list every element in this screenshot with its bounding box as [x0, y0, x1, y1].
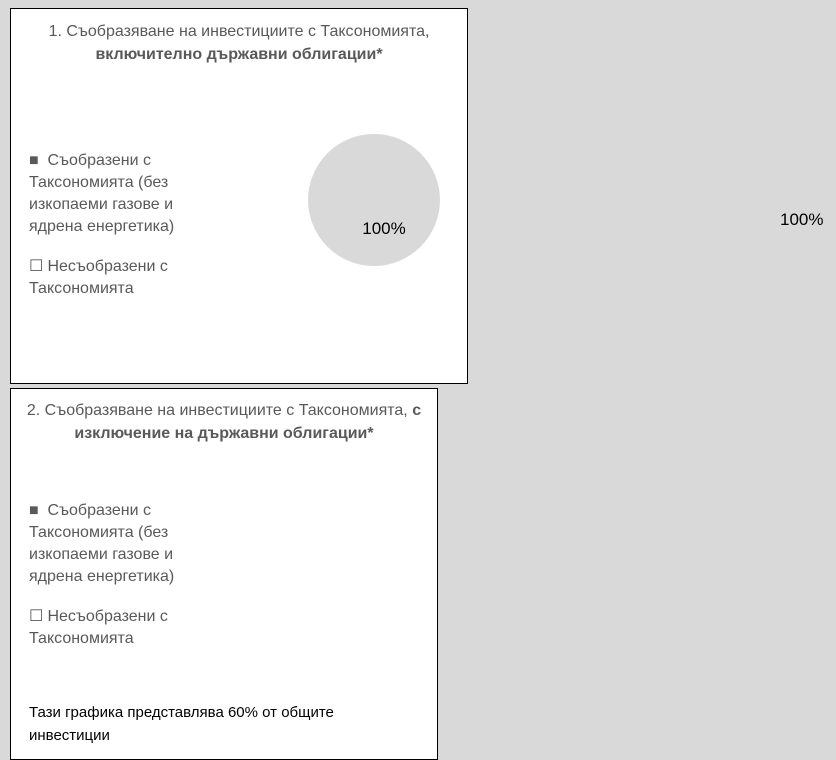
- chart-title-1-bold: включително държавни облигации*: [95, 46, 383, 63]
- pie-slice-aligned: [308, 134, 440, 266]
- chart-panel-1: 1. Съобразяване на инвестициите с Таксон…: [10, 8, 468, 384]
- chart-title-2: 2. Съобразяване на инвестициите с Таксон…: [17, 399, 431, 445]
- legend-marker-empty-square: ☐: [29, 608, 44, 625]
- legend-label: Съобразени с Таксономията (без изкопаеми…: [29, 152, 175, 235]
- legend-item-non-aligned: ☐ Несъобразени с Таксономията: [29, 256, 229, 300]
- legend-marker-filled-square: ■: [29, 502, 39, 519]
- legend-item-aligned: ■ Съобразени с Таксономията (без изкопае…: [29, 500, 229, 588]
- legend-label: Несъобразени с Таксономията: [29, 608, 168, 647]
- legend-label: Съобразени с Таксономията (без изкопаеми…: [29, 502, 175, 585]
- chart-title-2-bold: с изключение на държавни облигации*: [74, 402, 422, 442]
- legend-marker-filled-square: ■: [29, 152, 39, 169]
- legend-1: ■ Съобразени с Таксономията (без изкопае…: [29, 150, 229, 300]
- pie-chart-1: 100%: [308, 134, 440, 266]
- chart-title-1-plain: 1. Съобразяване на инвестициите с Таксон…: [48, 23, 430, 40]
- chart-panel-2: 2. Съобразяване на инвестициите с Таксон…: [10, 388, 438, 760]
- chart-title-2-plain: 2. Съобразяване на инвестициите с Таксон…: [26, 402, 413, 419]
- legend-label: Несъобразени с Таксономията: [29, 258, 168, 297]
- pie-2-data-label: 100%: [780, 210, 824, 229]
- chart-note: Тази графика представлява 60% от общите …: [29, 704, 334, 744]
- pie-1-data-label: 100%: [362, 219, 405, 238]
- legend-marker-empty-square: ☐: [29, 258, 44, 275]
- legend-item-aligned: ■ Съобразени с Таксономията (без изкопае…: [29, 150, 229, 238]
- legend-2: ■ Съобразени с Таксономията (без изкопае…: [29, 500, 229, 650]
- legend-item-non-aligned: ☐ Несъобразени с Таксономията: [29, 606, 229, 650]
- chart-title-1: 1. Съобразяване на инвестициите с Таксон…: [17, 20, 461, 66]
